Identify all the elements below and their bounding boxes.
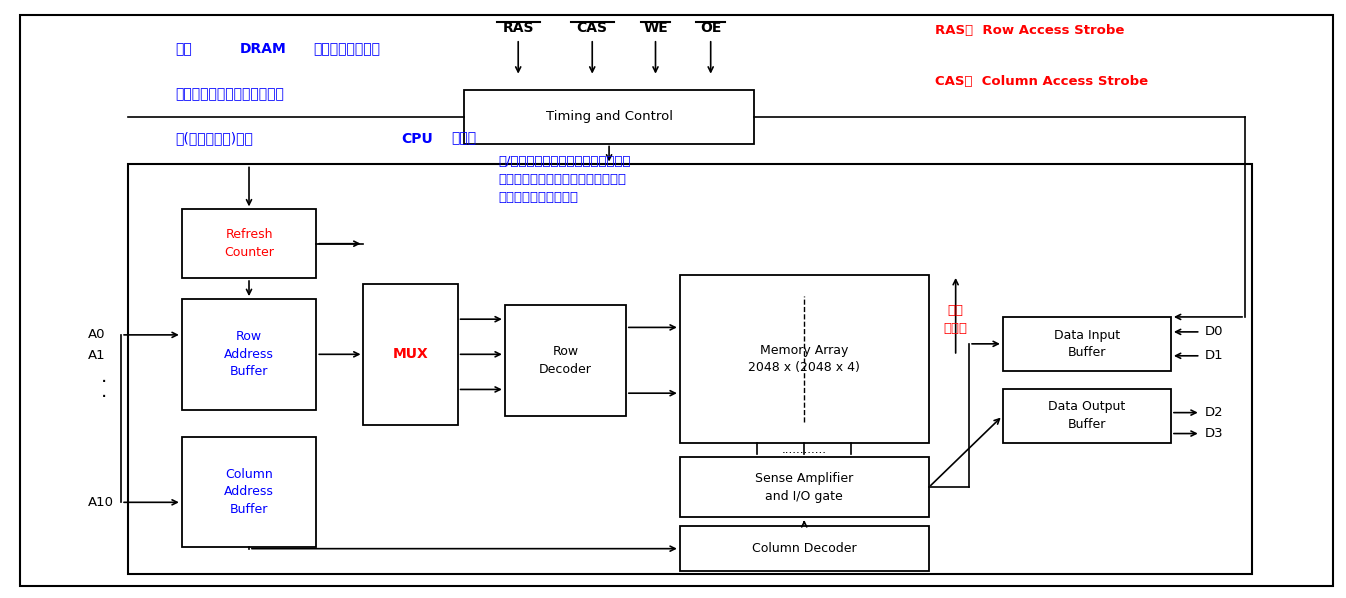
Text: D3: D3 [1205,427,1224,440]
FancyBboxPatch shape [128,164,1252,574]
FancyBboxPatch shape [182,437,316,547]
Text: CPU: CPU [401,132,433,145]
Text: Row
Decoder: Row Decoder [538,345,592,376]
Text: RAS：  Row Access Strobe: RAS： Row Access Strobe [935,24,1125,37]
FancyBboxPatch shape [505,305,626,416]
Text: CAS: CAS [576,21,608,35]
Text: Sense Amplifier
and I/O gate: Sense Amplifier and I/O gate [755,472,853,503]
FancyBboxPatch shape [20,15,1333,586]
Text: Column Decoder: Column Decoder [752,542,856,555]
Text: Data Output
Buffer: Data Output Buffer [1049,400,1125,431]
Text: Row
Address
Buffer: Row Address Buffer [223,330,275,379]
FancyBboxPatch shape [680,526,929,571]
Text: ............: ............ [782,444,826,456]
Text: MUX: MUX [393,347,428,361]
Text: 四个
位平面: 四个 位平面 [944,304,968,335]
Text: D1: D1 [1205,349,1224,362]
Text: Timing and Control: Timing and Control [545,110,673,123]
FancyBboxPatch shape [363,284,458,425]
Text: 芯片同时刷新，由: 芯片同时刷新，由 [314,42,381,56]
FancyBboxPatch shape [182,209,316,278]
Text: Column
Address
Buffer: Column Address Buffer [223,468,275,516]
Text: 所有: 所有 [175,42,191,56]
Text: .: . [101,382,108,401]
Text: A1: A1 [87,349,105,362]
Text: D2: D2 [1205,406,1224,419]
FancyBboxPatch shape [1003,317,1171,371]
FancyBboxPatch shape [680,275,929,443]
Text: A0: A0 [87,328,105,341]
Text: Memory Array
2048 x (2048 x 4): Memory Array 2048 x (2048 x 4) [748,343,860,374]
Text: .: . [101,367,108,386]
FancyBboxPatch shape [680,457,929,517]
Text: DRAM: DRAM [240,42,287,56]
Text: WE: WE [643,21,668,35]
Text: D0: D0 [1205,325,1224,338]
Text: A10: A10 [87,496,113,509]
Text: CAS：  Column Access Strobe: CAS： Column Access Strobe [935,75,1148,88]
Text: OE: OE [700,21,721,35]
Text: 新(只需行地址)，对: 新(只需行地址)，对 [175,132,253,145]
FancyBboxPatch shape [182,299,316,410]
Text: RAS: RAS [502,21,534,35]
FancyBboxPatch shape [1003,389,1171,443]
Text: Data Input
Buffer: Data Input Buffer [1054,328,1120,359]
Text: 刷新计数器自动计数，按行刷: 刷新计数器自动计数，按行刷 [175,87,284,100]
FancyBboxPatch shape [464,90,754,144]
Text: 读/写行地址和刷新行地址被送到一个
多路选择器，由内部控制电路选择哪
个地址被送到行译码器: 读/写行地址和刷新行地址被送到一个 多路选择器，由内部控制电路选择哪 个地址被送… [498,155,630,205]
Text: Refresh
Counter: Refresh Counter [223,228,275,259]
Text: 透明。: 透明。 [451,132,476,145]
